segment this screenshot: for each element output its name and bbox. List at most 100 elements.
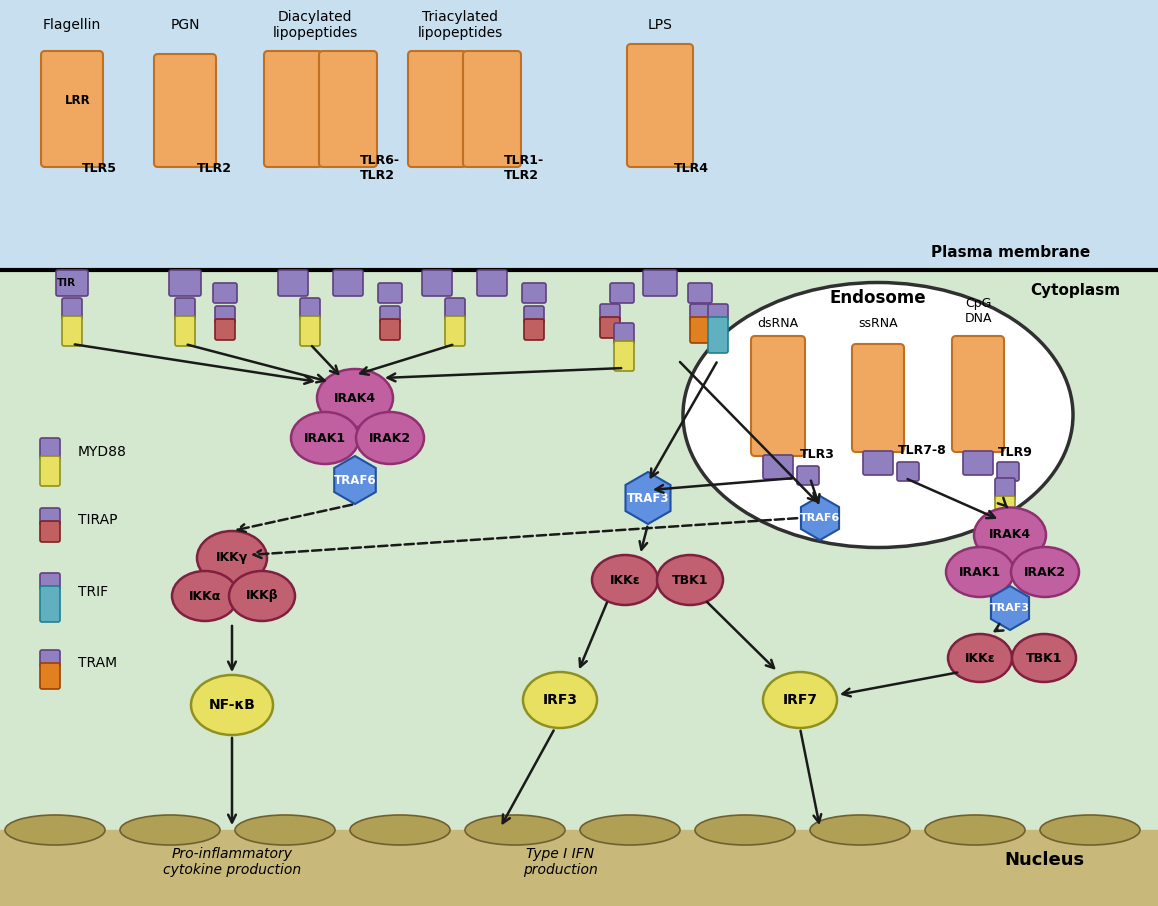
FancyBboxPatch shape xyxy=(318,51,378,167)
Text: Cytoplasm: Cytoplasm xyxy=(1029,283,1120,298)
Ellipse shape xyxy=(1040,815,1139,845)
Ellipse shape xyxy=(523,672,598,728)
FancyBboxPatch shape xyxy=(56,270,88,296)
Ellipse shape xyxy=(173,571,239,621)
FancyBboxPatch shape xyxy=(41,456,60,486)
FancyBboxPatch shape xyxy=(300,298,320,320)
Ellipse shape xyxy=(1012,634,1076,682)
Ellipse shape xyxy=(229,571,295,621)
FancyBboxPatch shape xyxy=(463,51,521,167)
Ellipse shape xyxy=(356,412,424,464)
Ellipse shape xyxy=(1011,547,1079,597)
FancyBboxPatch shape xyxy=(169,270,201,296)
Text: Type I IFN
production: Type I IFN production xyxy=(522,847,598,877)
Text: dsRNA: dsRNA xyxy=(757,317,799,330)
FancyBboxPatch shape xyxy=(690,317,710,343)
FancyBboxPatch shape xyxy=(752,336,805,456)
FancyBboxPatch shape xyxy=(41,521,60,542)
Ellipse shape xyxy=(580,815,680,845)
Text: IKKγ: IKKγ xyxy=(215,552,248,564)
Text: IRAK4: IRAK4 xyxy=(989,528,1031,542)
Text: PGN: PGN xyxy=(170,18,199,32)
FancyBboxPatch shape xyxy=(600,304,620,321)
Text: IRAK2: IRAK2 xyxy=(369,431,411,445)
Ellipse shape xyxy=(191,675,273,735)
FancyBboxPatch shape xyxy=(863,451,893,475)
FancyBboxPatch shape xyxy=(963,451,994,475)
Text: TRAF3: TRAF3 xyxy=(626,491,669,505)
Text: Nucleus: Nucleus xyxy=(1005,851,1085,869)
FancyBboxPatch shape xyxy=(41,51,103,167)
Text: TBK1: TBK1 xyxy=(1026,651,1062,664)
Ellipse shape xyxy=(197,531,267,585)
Ellipse shape xyxy=(925,815,1025,845)
FancyBboxPatch shape xyxy=(643,270,677,296)
FancyBboxPatch shape xyxy=(952,336,1004,452)
Text: IRAK1: IRAK1 xyxy=(959,565,1001,579)
Text: TIRAP: TIRAP xyxy=(78,513,117,527)
FancyBboxPatch shape xyxy=(614,341,633,371)
Text: Triacylated
lipopeptides: Triacylated lipopeptides xyxy=(417,10,503,40)
Ellipse shape xyxy=(235,815,335,845)
FancyBboxPatch shape xyxy=(215,306,235,323)
FancyBboxPatch shape xyxy=(408,51,466,167)
Text: IKKε: IKKε xyxy=(965,651,996,664)
FancyBboxPatch shape xyxy=(215,319,235,340)
FancyBboxPatch shape xyxy=(997,462,1019,481)
Text: TRAF6: TRAF6 xyxy=(334,474,376,487)
FancyBboxPatch shape xyxy=(614,323,633,345)
Text: Plasma membrane: Plasma membrane xyxy=(931,245,1090,260)
Text: IKKε: IKKε xyxy=(610,573,640,586)
Text: IRF7: IRF7 xyxy=(783,693,818,707)
FancyBboxPatch shape xyxy=(763,455,793,479)
FancyBboxPatch shape xyxy=(380,306,400,323)
FancyBboxPatch shape xyxy=(445,298,466,320)
Text: TBK1: TBK1 xyxy=(672,573,709,586)
Text: LRR: LRR xyxy=(65,93,90,107)
FancyBboxPatch shape xyxy=(278,270,308,296)
Bar xyxy=(0,0,1158,270)
Polygon shape xyxy=(335,456,376,504)
Text: IRAK1: IRAK1 xyxy=(303,431,346,445)
Text: CpG
DNA: CpG DNA xyxy=(965,297,991,325)
Ellipse shape xyxy=(695,815,796,845)
FancyBboxPatch shape xyxy=(175,316,195,346)
FancyBboxPatch shape xyxy=(797,466,819,485)
Ellipse shape xyxy=(120,815,220,845)
Text: TLR1-
TLR2: TLR1- TLR2 xyxy=(504,154,544,182)
Bar xyxy=(0,270,1158,830)
FancyBboxPatch shape xyxy=(897,462,919,481)
FancyBboxPatch shape xyxy=(708,304,728,321)
FancyBboxPatch shape xyxy=(422,270,452,296)
FancyBboxPatch shape xyxy=(41,573,60,590)
FancyBboxPatch shape xyxy=(995,496,1016,526)
Ellipse shape xyxy=(317,369,393,427)
Text: IRAK4: IRAK4 xyxy=(334,391,376,404)
FancyBboxPatch shape xyxy=(525,319,544,340)
FancyBboxPatch shape xyxy=(41,508,60,525)
Text: TRIF: TRIF xyxy=(78,585,108,599)
Ellipse shape xyxy=(657,555,723,605)
FancyBboxPatch shape xyxy=(213,283,237,303)
Text: NF-κB: NF-κB xyxy=(208,698,256,712)
Ellipse shape xyxy=(350,815,450,845)
Text: MYD88: MYD88 xyxy=(78,445,127,459)
FancyBboxPatch shape xyxy=(852,344,904,452)
FancyBboxPatch shape xyxy=(610,283,633,303)
FancyBboxPatch shape xyxy=(380,319,400,340)
Bar xyxy=(0,830,1158,906)
Text: IRAK2: IRAK2 xyxy=(1024,565,1067,579)
FancyBboxPatch shape xyxy=(690,304,710,321)
FancyBboxPatch shape xyxy=(41,586,60,622)
FancyBboxPatch shape xyxy=(477,270,507,296)
Text: TIR: TIR xyxy=(57,278,76,288)
FancyBboxPatch shape xyxy=(708,317,728,353)
FancyBboxPatch shape xyxy=(995,478,1016,500)
FancyBboxPatch shape xyxy=(41,650,60,667)
FancyBboxPatch shape xyxy=(525,306,544,323)
Ellipse shape xyxy=(948,634,1012,682)
Ellipse shape xyxy=(809,815,910,845)
Ellipse shape xyxy=(592,555,658,605)
Text: ssRNA: ssRNA xyxy=(858,317,897,330)
FancyBboxPatch shape xyxy=(63,316,82,346)
